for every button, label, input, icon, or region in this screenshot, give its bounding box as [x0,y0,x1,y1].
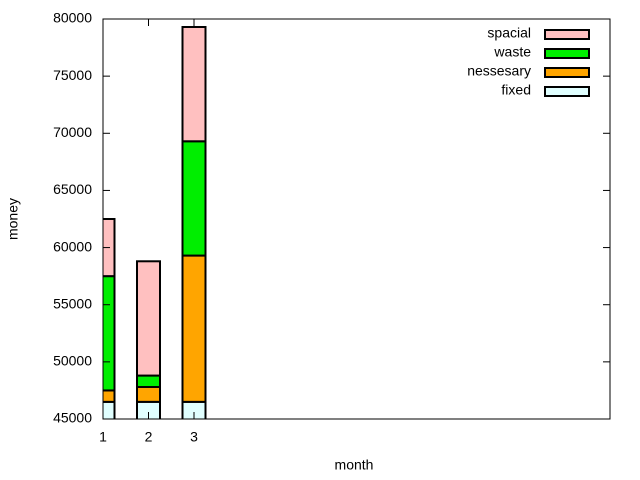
legend-swatch [544,86,590,97]
legend-label: waste [493,44,531,60]
bar-segment [103,275,116,392]
bar-segment [103,400,116,419]
legend-swatch [544,29,590,40]
legend-label: nessesary [467,63,531,79]
legend-swatch [544,48,590,59]
bar-segment [181,254,207,403]
y-tick-label: 75000 [53,67,92,83]
bar-segment [136,386,161,403]
x-tick-label: 1 [99,429,107,445]
y-tick-label: 45000 [53,410,92,426]
bar-segment [136,260,161,377]
x-tick-label: 3 [190,429,198,445]
legend-swatch [544,67,590,78]
x-axis-label: month [335,457,374,473]
y-axis-label: money [5,198,21,240]
y-tick-label: 80000 [53,10,92,26]
bars [103,26,207,419]
legend-label: spacial [487,25,531,41]
y-tick-label: 55000 [53,295,92,311]
y-tick-label: 60000 [53,238,92,254]
legend-label: fixed [501,82,531,98]
y-tick-label: 70000 [53,124,92,140]
plot-frame [102,18,611,420]
bar-segment [181,140,207,257]
y-tick-label: 50000 [53,353,92,369]
x-tick-label: 2 [145,429,153,445]
bar-segment [181,26,207,143]
y-tick-label: 65000 [53,181,92,197]
bar-segment [136,374,161,389]
bar-segment [103,389,116,403]
